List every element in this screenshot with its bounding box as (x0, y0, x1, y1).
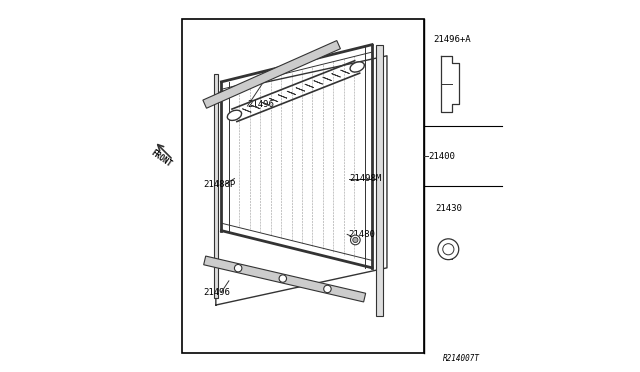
Polygon shape (203, 41, 340, 108)
Circle shape (279, 275, 287, 282)
Circle shape (353, 237, 358, 243)
Circle shape (324, 285, 331, 293)
Bar (376, 45, 383, 316)
Bar (182, 19, 424, 353)
Text: R214007T: R214007T (443, 354, 480, 363)
Ellipse shape (350, 62, 364, 72)
Text: 21496: 21496 (248, 100, 275, 109)
Text: FRONT: FRONT (149, 148, 173, 169)
Text: 21400: 21400 (428, 152, 455, 161)
Text: 21498M: 21498M (349, 174, 382, 183)
Circle shape (234, 264, 242, 272)
Bar (214, 74, 218, 298)
Circle shape (438, 239, 459, 260)
Polygon shape (204, 256, 365, 302)
Text: 21496+A: 21496+A (433, 35, 471, 44)
Text: 21480: 21480 (348, 230, 375, 239)
Circle shape (351, 235, 360, 245)
Text: 21430: 21430 (435, 204, 462, 213)
Text: 21496: 21496 (203, 288, 230, 296)
Circle shape (443, 244, 454, 255)
Ellipse shape (227, 110, 241, 121)
Text: 21488P: 21488P (203, 180, 235, 189)
